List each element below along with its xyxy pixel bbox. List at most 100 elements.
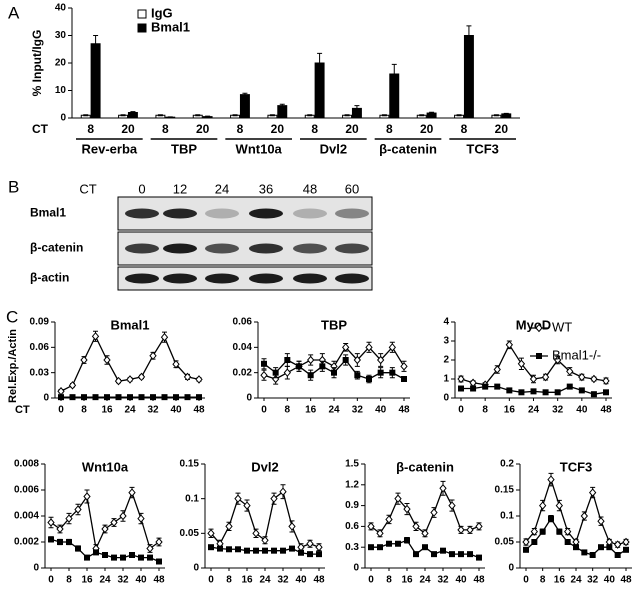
point bbox=[590, 391, 597, 398]
x-tick-label: 32 bbox=[552, 405, 564, 416]
y-tick-label: 0.05 bbox=[495, 537, 515, 548]
point bbox=[389, 369, 396, 376]
y-tick-label: 1.5 bbox=[345, 459, 359, 470]
y-tick-label: 0.2 bbox=[500, 459, 514, 470]
y-axis-label: % Input/IgG bbox=[30, 30, 44, 97]
point bbox=[367, 522, 375, 531]
point bbox=[146, 544, 154, 553]
y-tick-label: 30 bbox=[55, 30, 67, 41]
point bbox=[377, 369, 384, 376]
x-tick-label: 16 bbox=[241, 575, 253, 586]
x-tick-label: 24 bbox=[99, 575, 111, 586]
point bbox=[581, 549, 588, 556]
x-tick-label: 32 bbox=[437, 575, 449, 586]
panel-label: A bbox=[8, 3, 20, 22]
y-tick-label: 0.15 bbox=[495, 485, 515, 496]
y-tick-label: 0.3 bbox=[345, 542, 359, 553]
y-tick-label: 1 bbox=[443, 374, 449, 385]
point bbox=[539, 501, 547, 510]
group-label: Dvl2 bbox=[320, 141, 347, 156]
x-tick-label: 48 bbox=[313, 575, 325, 586]
point bbox=[307, 355, 315, 365]
point bbox=[57, 539, 63, 545]
point bbox=[564, 527, 572, 536]
error-bar bbox=[391, 63, 397, 85]
legend-label: WT bbox=[552, 319, 572, 334]
x-tick-label: 24 bbox=[328, 405, 340, 416]
y-tick-label: 0 bbox=[443, 393, 449, 404]
point bbox=[253, 547, 259, 554]
x-tick-label: 16 bbox=[81, 575, 93, 586]
point bbox=[262, 547, 268, 554]
group-label: β-catenin bbox=[379, 141, 437, 156]
point bbox=[297, 542, 305, 552]
point bbox=[184, 394, 191, 401]
x-tick-label: 20 bbox=[420, 122, 434, 136]
point bbox=[554, 389, 561, 396]
x-tick-label: 20 bbox=[121, 122, 135, 136]
point bbox=[506, 387, 513, 394]
blot-row-label: β-actin bbox=[30, 271, 69, 285]
y-tick-label: 3 bbox=[443, 336, 449, 347]
point bbox=[547, 475, 555, 484]
point bbox=[307, 551, 313, 558]
x-tick-label: 20 bbox=[345, 122, 359, 136]
blot-band bbox=[249, 208, 283, 219]
point bbox=[580, 511, 588, 521]
y-tick-label: 0.004 bbox=[14, 511, 39, 522]
point bbox=[137, 514, 145, 523]
point bbox=[476, 554, 482, 561]
x-tick-label: 48 bbox=[153, 575, 165, 586]
blot-band bbox=[335, 243, 369, 254]
point bbox=[394, 494, 402, 503]
point bbox=[129, 552, 135, 558]
point bbox=[120, 554, 126, 561]
point bbox=[75, 545, 81, 552]
error-bar bbox=[83, 114, 89, 117]
x-tick-label: 0 bbox=[368, 575, 374, 586]
point bbox=[529, 374, 538, 384]
x-axis-label: CT bbox=[32, 122, 49, 136]
point bbox=[331, 369, 337, 376]
panel-label: C bbox=[6, 307, 18, 326]
point bbox=[56, 524, 64, 534]
error-bar bbox=[269, 114, 275, 117]
point bbox=[469, 378, 477, 388]
y-tick-label: 0.1 bbox=[500, 511, 514, 522]
point bbox=[493, 365, 501, 374]
x-tick-label: 8 bbox=[87, 122, 94, 136]
x-tick-label: 8 bbox=[237, 122, 244, 136]
point bbox=[101, 524, 109, 534]
point bbox=[80, 355, 88, 365]
point bbox=[522, 537, 530, 547]
blot-ct-label: CT bbox=[79, 181, 96, 196]
point bbox=[172, 359, 180, 369]
point bbox=[377, 355, 385, 365]
y-tick-label: 0 bbox=[43, 393, 49, 404]
x-tick-label: 48 bbox=[398, 405, 410, 416]
point bbox=[342, 343, 350, 352]
y-tick-label: 0.05 bbox=[180, 528, 200, 539]
point bbox=[235, 546, 241, 553]
blot-band bbox=[293, 208, 327, 219]
x-tick-label: 8 bbox=[540, 575, 546, 586]
x-tick-label: 0 bbox=[48, 575, 54, 586]
point bbox=[573, 544, 579, 551]
y-tick-label: 0.09 bbox=[30, 317, 50, 328]
x-tick-label: 8 bbox=[386, 575, 392, 586]
y-tick-label: 0 bbox=[193, 563, 199, 574]
x-tick-label: 8 bbox=[386, 122, 393, 136]
point bbox=[603, 389, 609, 396]
point bbox=[114, 376, 123, 386]
x-tick-label: 16 bbox=[504, 405, 516, 416]
point bbox=[366, 376, 372, 382]
point bbox=[400, 362, 408, 371]
y-tick-label: 0.9 bbox=[345, 500, 359, 511]
x-tick-label: 40 bbox=[295, 575, 307, 586]
point bbox=[280, 547, 286, 554]
point bbox=[413, 551, 419, 558]
legend-label: Bmal1-/- bbox=[552, 347, 601, 362]
error-bar bbox=[354, 105, 360, 112]
y-tick-label: 0 bbox=[33, 563, 39, 574]
point bbox=[261, 535, 269, 545]
